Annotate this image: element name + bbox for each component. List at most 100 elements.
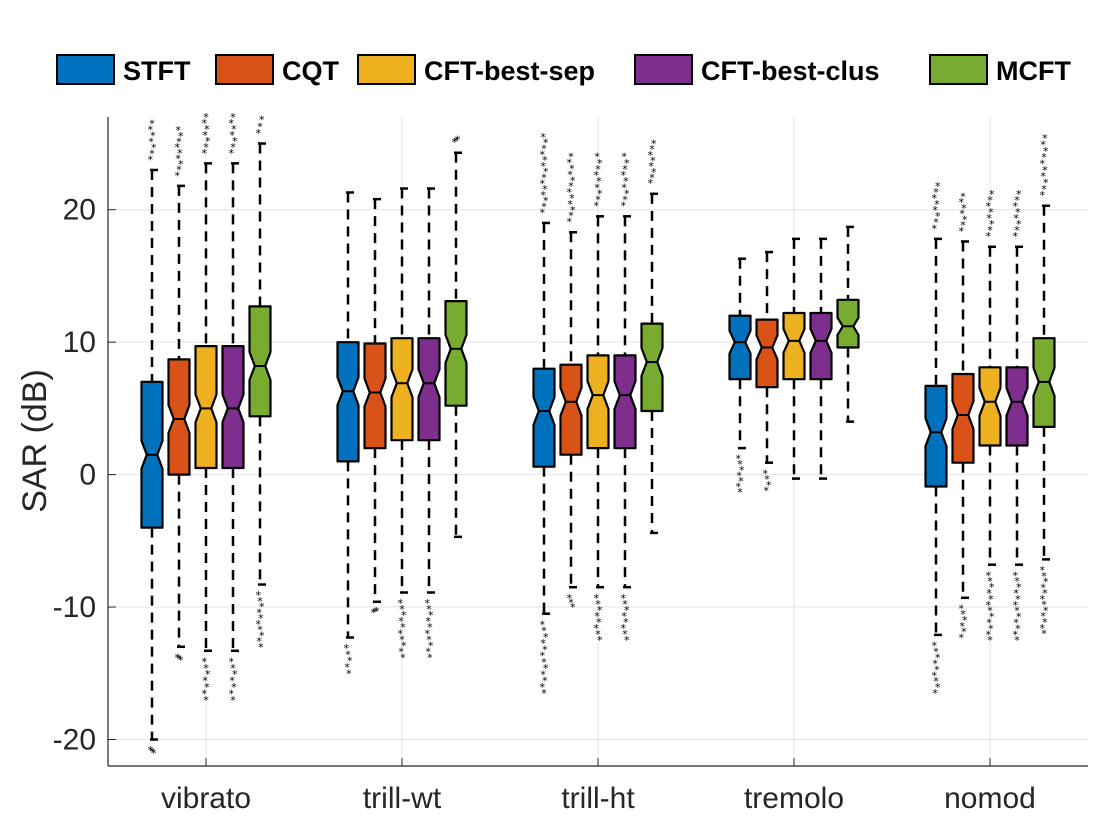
outlier-marker: * — [623, 616, 629, 629]
outlier-marker: * — [176, 164, 182, 177]
outlier-marker: * — [597, 187, 603, 200]
outlier-marker: * — [931, 639, 937, 652]
outlier-marker: * — [541, 172, 547, 185]
outlier-marker: * — [595, 598, 601, 611]
outlier-marker: * — [174, 141, 180, 154]
outlier-marker: * — [1042, 616, 1048, 629]
outlier-marker: * — [204, 123, 210, 136]
box-body — [1005, 366, 1029, 447]
outlier-marker: * — [540, 160, 546, 173]
outlier-marker: * — [1012, 200, 1018, 213]
outlier-marker: * — [620, 592, 626, 605]
outlier-marker: * — [958, 602, 964, 615]
outlier-marker: * — [372, 606, 378, 619]
outlier-marker: * — [400, 621, 406, 634]
outlier-marker: * — [541, 656, 547, 669]
outlier-marker: * — [1016, 611, 1022, 624]
outlier-marker: * — [1016, 218, 1022, 231]
outlier-marker: * — [651, 166, 657, 179]
outlier-marker: * — [959, 620, 965, 633]
outlier-marker: * — [540, 637, 546, 650]
outlier-marker: * — [594, 151, 600, 164]
outlier-marker: * — [424, 627, 430, 640]
outlier-marker: * — [989, 188, 995, 201]
outlier-marker: * — [1012, 569, 1018, 582]
outlier-marker: * — [1039, 593, 1045, 606]
box-CFT-best-sep-vibrato: ************** — [194, 111, 218, 707]
box-body — [532, 367, 556, 468]
box-body — [363, 342, 387, 450]
outlier-marker: * — [597, 634, 603, 647]
outlier-marker: * — [622, 598, 628, 611]
outlier-marker: * — [228, 117, 234, 130]
box-body — [951, 372, 975, 464]
outlier-marker: * — [1014, 224, 1020, 237]
outlier-marker: * — [570, 174, 576, 187]
outlier-marker: * — [541, 687, 547, 700]
x-tick-label: trill-wt — [363, 782, 442, 815]
outlier-marker: * — [958, 225, 964, 238]
outlier-marker: * — [1016, 581, 1022, 594]
outlier-marker: * — [735, 453, 741, 466]
outlier-marker: * — [647, 149, 653, 162]
outlier-marker: * — [935, 210, 941, 223]
outlier-marker: * — [568, 210, 574, 223]
outlier-marker: * — [174, 169, 180, 182]
outlier-marker: * — [985, 230, 991, 243]
outlier-marker: * — [959, 208, 965, 221]
legend-swatch — [56, 54, 115, 85]
outlier-marker: * — [232, 135, 238, 148]
outlier-marker: * — [567, 198, 573, 211]
box-body — [613, 354, 637, 450]
legend: STFT CQT CFT-best-sep CFT-best-clus MCFT — [56, 54, 1071, 86]
box-CFT-best-clus-nomod: ******************** — [1005, 188, 1029, 647]
box-body — [390, 337, 414, 442]
outlier-marker: * — [763, 485, 769, 498]
box-body — [586, 354, 610, 450]
outlier-marker: * — [147, 124, 153, 137]
outlier-marker: * — [255, 618, 261, 631]
outlier-marker: * — [987, 224, 993, 237]
outlier-marker: * — [568, 180, 574, 193]
outlier-marker: * — [425, 615, 431, 628]
box-CQT-trill-wt: *** — [363, 197, 387, 619]
outlier-marker: * — [962, 614, 968, 627]
box-STFT-tremolo: ******* — [728, 257, 752, 499]
outlier-marker: * — [1040, 139, 1046, 152]
outlier-marker: * — [257, 120, 263, 133]
outlier-marker: * — [1013, 212, 1019, 225]
outlier-marker: * — [428, 609, 434, 622]
outlier-marker: * — [149, 118, 155, 131]
box-body — [836, 298, 860, 349]
box-CQT-nomod: ************* — [951, 190, 975, 645]
axes: -20 -10 0 10 20 vibrato trill-wt trill-ht tremol… — [53, 117, 1088, 815]
outlier-marker: * — [541, 201, 547, 214]
outlier-marker: * — [539, 681, 545, 694]
outlier-marker: * — [933, 216, 939, 229]
outlier-marker: * — [1039, 564, 1045, 577]
outlier-marker: * — [570, 204, 576, 217]
outlier-marker: * — [596, 616, 602, 629]
outlier-marker: * — [259, 114, 265, 127]
x-tick-label: tremolo — [744, 782, 844, 815]
legend-item-MCFT: MCFT — [929, 54, 1071, 86]
outlier-marker: * — [205, 135, 211, 148]
outlier-marker: * — [989, 218, 995, 231]
outlier-marker: * — [1043, 145, 1049, 158]
outlier-marker: * — [566, 216, 572, 229]
outlier-marker: * — [178, 158, 184, 171]
outlier-marker: * — [593, 622, 599, 635]
outlier-marker: * — [541, 142, 547, 155]
outlier-marker: * — [427, 651, 433, 664]
outlier-marker: * — [230, 694, 236, 707]
outlier-marker: * — [374, 605, 380, 618]
outlier-marker: * — [739, 464, 745, 477]
outlier-marker: * — [427, 621, 433, 634]
outlier-marker: * — [1015, 593, 1021, 606]
outlier-marker: * — [205, 668, 211, 681]
outlier-marker: * — [567, 168, 573, 181]
outlier-marker: * — [178, 130, 184, 143]
box-groups: ****************************************… — [140, 111, 1056, 760]
box-CQT-trill-ht: *************** — [559, 151, 583, 614]
outlier-marker: * — [651, 137, 657, 150]
